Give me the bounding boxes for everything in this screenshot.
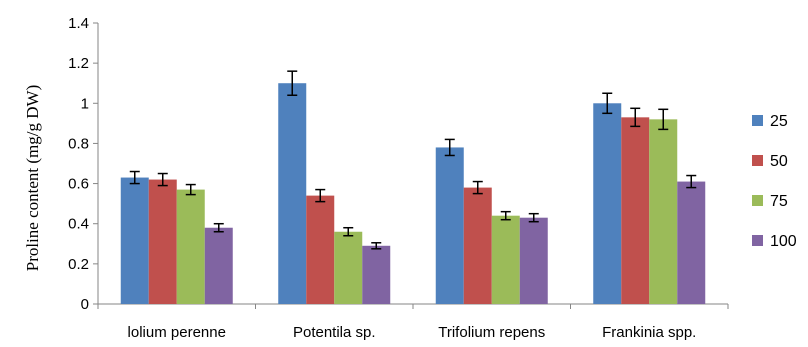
category-label: Trifolium repens [438,324,545,341]
bar [120,177,149,304]
bar [593,103,622,305]
y-tick-label: 0.8 [68,135,89,152]
bar [334,231,363,304]
y-tick-label: 1 [81,95,89,112]
bar [677,181,706,304]
bar [204,227,233,304]
plot-area: 0 0.2 0.4 0.6 0.8 1 1.2 1.4 lolium perenne Potent… [68,15,729,341]
y-tick-label: 0.4 [68,216,89,233]
bar [148,179,177,304]
legend-swatch [752,195,763,206]
category-label: lolium perenne [128,324,226,341]
bar [278,83,307,304]
bar [362,245,391,304]
legend-swatch [752,235,763,246]
bar [519,217,548,304]
y-tick-label: 1.4 [68,15,89,32]
bar [621,117,650,304]
legend-swatch [752,155,763,166]
legend-label: 75 [770,193,788,210]
y-axis-title: Proline content (mg/g DW) [23,85,42,272]
bar [176,189,205,304]
bar [491,215,520,304]
category-label: Frankinia spp. [602,324,696,341]
legend: 25 50 75 100 [752,113,797,250]
legend-label: 100 [770,233,797,250]
legend-swatch [752,115,763,126]
y-tick-label: 0 [81,296,89,313]
legend-label: 50 [770,153,788,170]
legend-label: 25 [770,113,788,130]
bar [435,147,464,304]
bar [463,187,492,304]
y-tick-label: 0.6 [68,176,89,193]
category-label: Potentila sp. [293,324,376,341]
bar [306,195,335,304]
y-tick-label: 1.2 [68,55,89,72]
y-tick-label: 0.2 [68,256,89,273]
bar [649,119,678,304]
